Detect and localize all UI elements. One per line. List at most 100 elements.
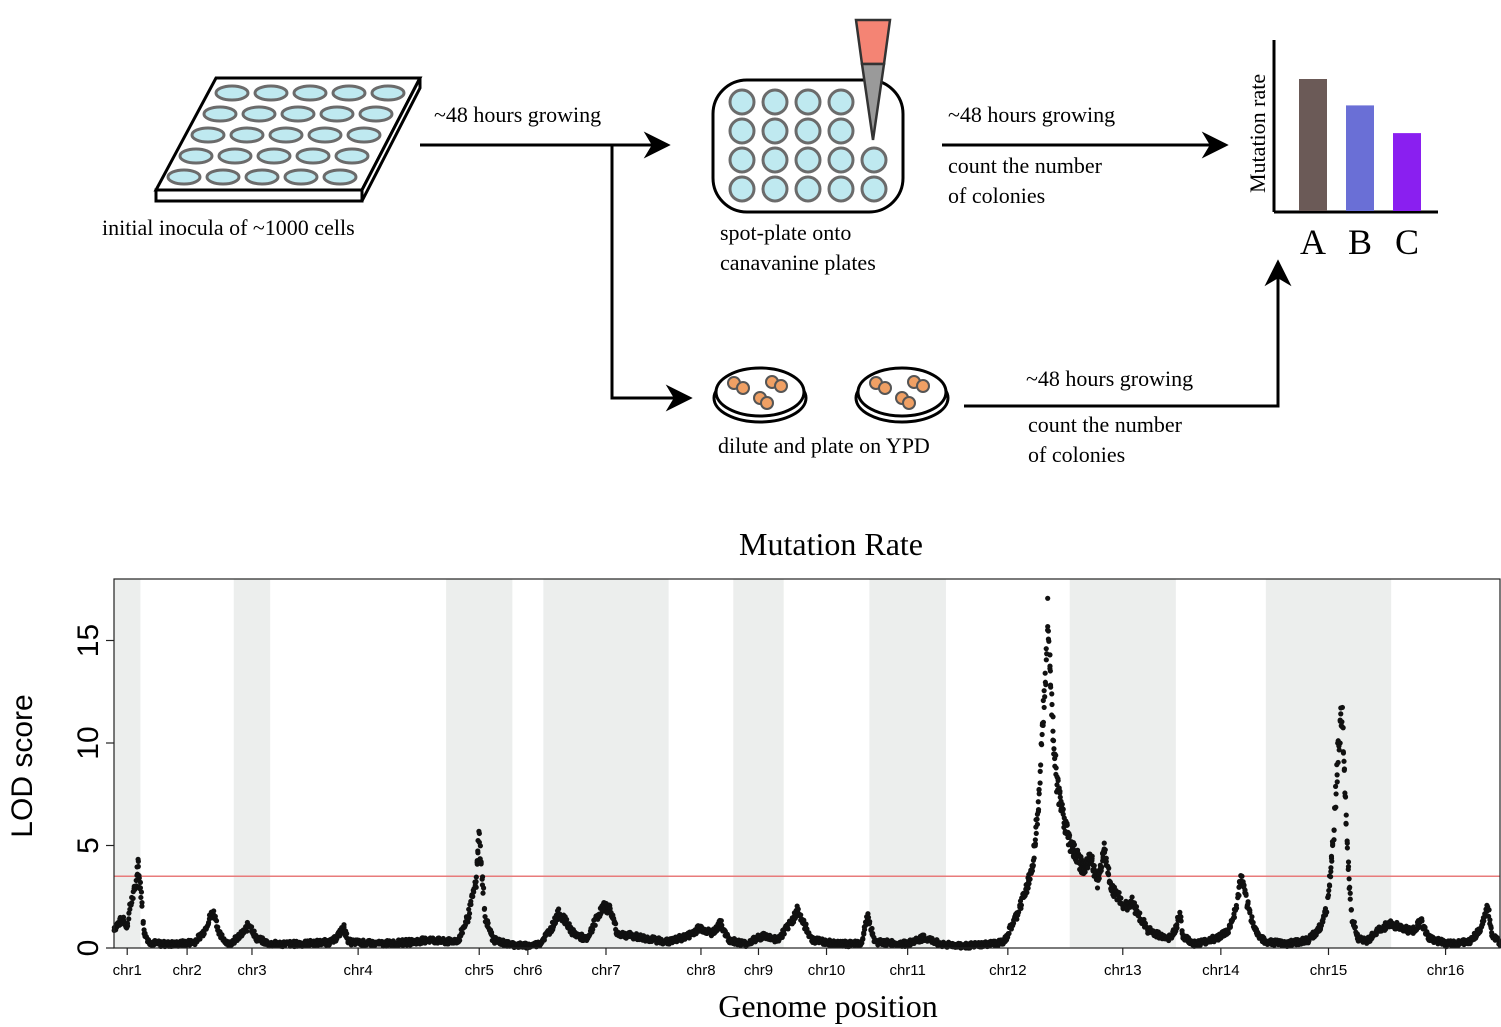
lod-point — [1325, 892, 1332, 898]
lod-point — [1035, 799, 1041, 805]
spot-well — [794, 146, 822, 174]
lod-point — [1047, 652, 1053, 658]
lod-point — [1042, 694, 1048, 700]
lod-point — [481, 885, 487, 891]
lod-point — [1055, 777, 1061, 784]
lod-point — [1317, 927, 1323, 933]
y-tick-label: 15 — [72, 624, 105, 657]
lod-point — [1341, 758, 1347, 764]
mini-bar-label: C — [1395, 222, 1419, 262]
lod-point — [793, 914, 799, 920]
lod-point — [1116, 889, 1122, 896]
lod-point — [1031, 855, 1037, 861]
lod-point — [482, 913, 488, 920]
lod-point — [1098, 866, 1104, 872]
lod-point — [1078, 856, 1084, 862]
mini-bar — [1346, 105, 1374, 211]
lod-point — [1348, 906, 1354, 913]
lod-point — [1030, 862, 1036, 869]
lod-point — [1025, 885, 1031, 891]
lod-point — [1014, 916, 1020, 922]
lod-point — [1085, 865, 1091, 871]
spot-well — [827, 117, 855, 145]
lod-point — [1347, 890, 1353, 896]
step3-sub-line2: of colonies — [1028, 442, 1125, 467]
chromosome-shade — [1069, 579, 1176, 948]
step2-label: ~48 hours growing — [948, 102, 1115, 127]
lod-point — [1066, 834, 1072, 840]
lod-point — [1241, 882, 1247, 888]
lod-point — [1036, 787, 1042, 793]
lod-point — [1105, 872, 1112, 878]
lod-point — [1037, 768, 1043, 774]
chromosome-shade — [233, 579, 271, 948]
chromosome-shade — [733, 579, 784, 948]
plate-well — [178, 147, 214, 165]
lod-point — [1345, 866, 1351, 872]
lod-point — [1231, 914, 1238, 920]
lod-point — [219, 932, 225, 938]
spot-well — [728, 88, 756, 116]
plate-well — [370, 84, 406, 102]
lod-point — [1328, 865, 1334, 871]
lod-point — [473, 884, 479, 890]
lod-point — [1047, 668, 1053, 674]
x-tick-label: chr3 — [237, 962, 266, 979]
lod-point — [248, 924, 255, 930]
x-tick-label: chr16 — [1427, 962, 1465, 979]
lod-point — [1320, 916, 1326, 922]
spot-well — [728, 146, 756, 174]
x-tick-label: chr15 — [1310, 962, 1348, 979]
lod-point — [1345, 859, 1352, 865]
plate-caption: initial inocula of ~1000 cells — [102, 215, 355, 240]
plate-well — [280, 105, 316, 123]
pipette-tip-icon — [854, 18, 892, 141]
lod-point — [1036, 791, 1042, 797]
lod-point — [136, 875, 142, 881]
x-tick-label: chr8 — [686, 962, 715, 979]
lod-point — [1351, 919, 1357, 925]
spot-caption-line2: canavanine plates — [720, 250, 876, 275]
lod-point — [135, 856, 141, 862]
plate-well — [244, 168, 280, 186]
lod-point — [1340, 725, 1346, 731]
lod-point — [1247, 907, 1253, 913]
colony — [878, 381, 892, 395]
x-tick-label: chr5 — [465, 962, 494, 979]
lod-point — [1489, 930, 1495, 936]
lod-point — [124, 920, 131, 927]
plate-well — [331, 84, 367, 102]
lod-point — [480, 890, 486, 896]
lod-point — [139, 903, 145, 909]
lod-point — [1336, 747, 1342, 753]
lod-point — [865, 914, 872, 921]
lod-point — [127, 906, 133, 912]
lod-point — [338, 931, 344, 937]
lod-point — [1101, 840, 1107, 846]
spot-well — [728, 175, 756, 203]
lod-point — [1053, 752, 1059, 758]
lod-point — [466, 906, 472, 912]
chromosome-shading — [114, 579, 1392, 948]
spot-well — [761, 175, 789, 203]
x-ticks: chr1 chr2 chr3 chr4 chr5 chr6 chr7 chr8 chr9 chr1… — [113, 948, 1465, 979]
lod-point — [478, 859, 484, 865]
x-tick-label: chr13 — [1104, 962, 1142, 979]
lod-point — [140, 920, 146, 926]
lod-point — [1035, 807, 1042, 813]
lod-point — [1328, 874, 1334, 880]
lod-point — [1059, 801, 1065, 807]
step2-sub-line2: of colonies — [948, 183, 1045, 208]
x-tick-label: chr14 — [1202, 962, 1240, 979]
lod-point — [475, 850, 481, 856]
plate-wells — [166, 84, 406, 186]
lod-point — [1249, 914, 1255, 920]
colonies — [727, 375, 930, 410]
lod-point — [1331, 837, 1337, 843]
lod-points — [111, 595, 1501, 951]
lod-point — [1118, 895, 1124, 901]
inoculum-plate — [153, 76, 423, 203]
lod-point — [481, 906, 487, 912]
lod-point — [1335, 759, 1341, 766]
